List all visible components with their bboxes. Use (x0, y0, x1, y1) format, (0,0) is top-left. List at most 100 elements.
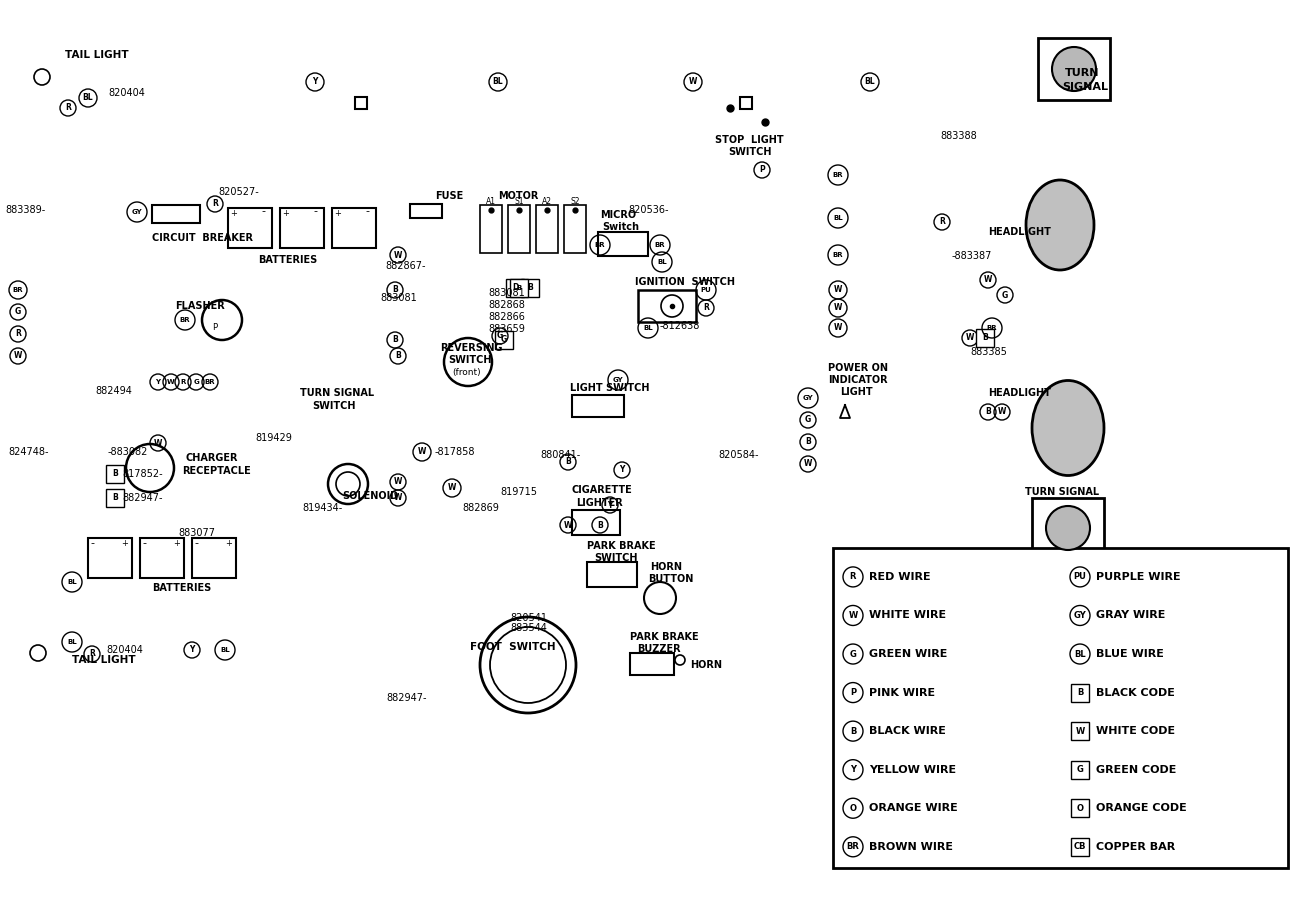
Text: TAIL LIGHT: TAIL LIGHT (65, 50, 129, 60)
Text: 820584-: 820584- (718, 450, 758, 460)
Text: -: - (261, 206, 265, 216)
Bar (1071, 760, 1088, 778)
Text: BL: BL (221, 647, 230, 653)
Text: W: W (834, 303, 842, 312)
Text: 820541: 820541 (510, 613, 547, 623)
Text: P: P (850, 688, 856, 698)
Text: W: W (448, 483, 457, 492)
Text: R: R (65, 104, 70, 112)
Text: 882869: 882869 (462, 503, 499, 513)
Bar (506, 279, 525, 297)
Text: 883388: 883388 (940, 131, 976, 141)
Text: D: D (512, 284, 518, 292)
Text: Y: Y (607, 500, 612, 509)
Bar (106, 465, 124, 483)
Text: 882494: 882494 (95, 386, 132, 396)
Ellipse shape (1032, 381, 1104, 475)
Text: REVERSING: REVERSING (440, 343, 502, 353)
Text: ORANGE WIRE: ORANGE WIRE (869, 803, 958, 814)
Text: SWITCH: SWITCH (594, 553, 638, 563)
Text: BR: BR (205, 379, 215, 385)
Text: BL: BL (82, 94, 94, 103)
Text: W: W (394, 250, 402, 259)
Bar (564, 205, 586, 253)
Text: 883081: 883081 (488, 288, 525, 298)
Text: SWITCH: SWITCH (312, 401, 355, 411)
Text: S1: S1 (514, 197, 523, 206)
Text: 882866: 882866 (488, 312, 525, 322)
Text: P: P (760, 166, 765, 175)
Text: FUSE: FUSE (435, 191, 463, 201)
Text: B: B (1077, 688, 1083, 698)
Text: 883077: 883077 (177, 528, 215, 538)
Text: PU: PU (701, 287, 711, 293)
Text: B: B (983, 334, 988, 343)
Bar (630, 653, 673, 675)
Text: ORANGE CODE: ORANGE CODE (1096, 803, 1186, 814)
Text: BR: BR (833, 252, 843, 258)
Bar (1071, 838, 1088, 856)
Text: PU: PU (1074, 572, 1087, 581)
Text: SWITCH: SWITCH (448, 355, 492, 365)
Text: GRAY WIRE: GRAY WIRE (1096, 610, 1165, 620)
Text: W: W (804, 460, 812, 469)
Bar (480, 205, 502, 253)
Text: STOP  LIGHT: STOP LIGHT (715, 135, 783, 145)
Text: GY: GY (1074, 611, 1086, 620)
Text: G: G (501, 336, 508, 345)
Text: W: W (848, 611, 857, 620)
Text: LIGHT SWITCH: LIGHT SWITCH (570, 383, 650, 393)
Text: -: - (142, 538, 146, 548)
Text: LIGHTER: LIGHTER (576, 498, 622, 508)
Text: TURN SIGNAL: TURN SIGNAL (1024, 487, 1099, 497)
Text: BATTERIES: BATTERIES (258, 255, 317, 265)
Text: -883082: -883082 (108, 447, 149, 457)
Text: 882868: 882868 (488, 300, 525, 310)
Text: G: G (805, 416, 812, 425)
Text: BL: BL (67, 639, 77, 645)
Text: G: G (1002, 291, 1009, 300)
Text: B: B (805, 437, 810, 446)
Text: MOTOR: MOTOR (499, 191, 539, 201)
Text: 882947-: 882947- (121, 493, 163, 503)
Text: W: W (154, 438, 162, 447)
Text: R: R (89, 650, 95, 659)
Text: W: W (998, 408, 1006, 417)
Text: R: R (703, 303, 709, 312)
Text: CIGARETTE: CIGARETTE (572, 485, 633, 495)
Text: BROWN WIRE: BROWN WIRE (869, 842, 953, 851)
Text: -812638: -812638 (660, 321, 701, 331)
Text: BLACK WIRE: BLACK WIRE (869, 726, 946, 736)
Text: R: R (211, 200, 218, 209)
Bar (976, 329, 994, 347)
Bar (572, 395, 624, 417)
Text: BR: BR (595, 242, 606, 248)
Bar (521, 279, 539, 297)
Text: BUTTON: BUTTON (649, 574, 693, 584)
Text: RED WIRE: RED WIRE (869, 572, 930, 582)
Text: PARK BRAKE: PARK BRAKE (630, 632, 698, 642)
Text: B: B (565, 457, 570, 466)
Text: BUZZER: BUZZER (637, 644, 681, 654)
Text: W: W (14, 352, 22, 361)
Bar (228, 208, 271, 248)
Text: 882947-: 882947- (386, 693, 427, 703)
Bar (495, 331, 513, 349)
Text: W: W (1075, 726, 1084, 735)
Text: 824748-: 824748- (8, 447, 48, 457)
Text: FLASHER: FLASHER (175, 301, 224, 311)
Text: B: B (112, 493, 117, 502)
Text: +: + (121, 538, 128, 547)
Text: W: W (966, 334, 975, 343)
Text: 820536-: 820536- (628, 205, 668, 215)
Text: BLUE WIRE: BLUE WIRE (1096, 649, 1164, 659)
Text: BR: BR (655, 242, 666, 248)
Text: HORN: HORN (690, 660, 722, 670)
Text: -: - (313, 206, 317, 216)
Text: WHITE CODE: WHITE CODE (1096, 726, 1174, 736)
Text: (front): (front) (452, 368, 480, 377)
Text: BATTERIES: BATTERIES (151, 583, 211, 593)
Text: GY: GY (612, 377, 624, 383)
Text: 817852-: 817852- (121, 469, 163, 479)
Text: GY: GY (132, 209, 142, 215)
